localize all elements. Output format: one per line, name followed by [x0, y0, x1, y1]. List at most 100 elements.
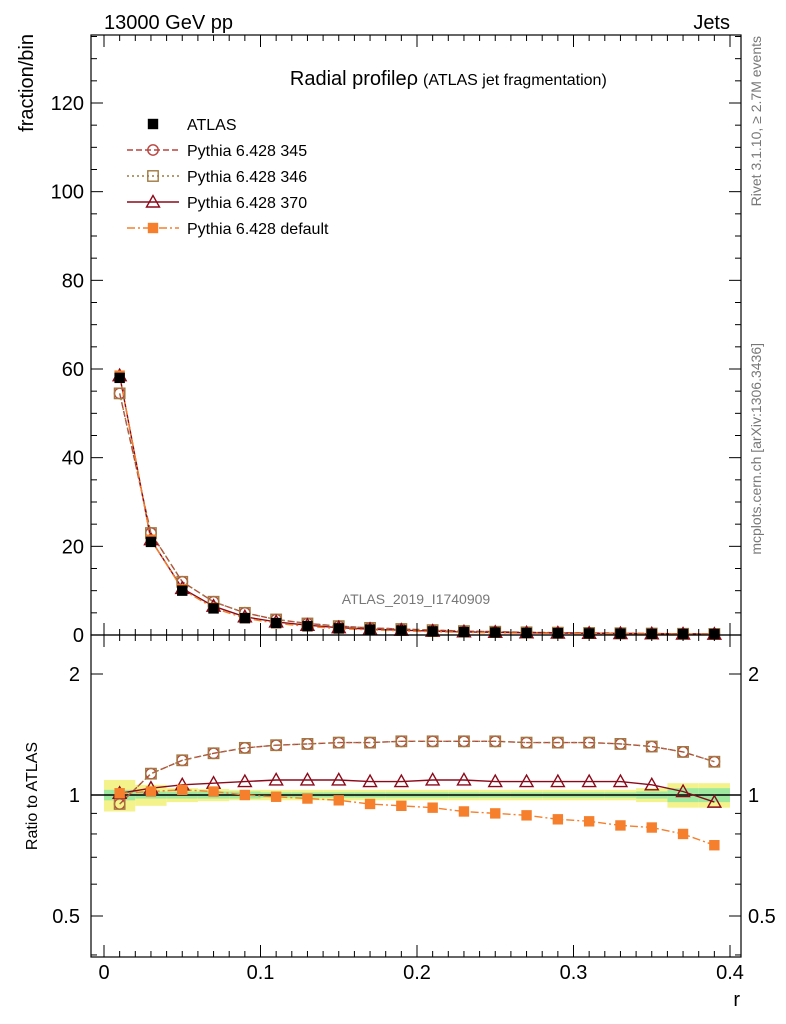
- chart-title-main: Radial profileρ: [290, 68, 418, 90]
- data-point-pythia-6-428-370: [362, 773, 378, 788]
- y-tick-label: 20: [62, 536, 84, 558]
- ratio-y-tick-label-right: 2: [748, 664, 759, 686]
- data-point-pythia-6-428-346: [677, 746, 689, 758]
- data-point-pythia-6-428-default: [239, 789, 251, 801]
- ratio-y-tick-label-right: 0.5: [748, 906, 776, 928]
- data-point-pythia-6-428-default: [458, 806, 470, 817]
- data-point-pythia-6-428-default: [709, 840, 720, 851]
- legend-marker-pythia-6-428-default: [147, 222, 159, 234]
- data-point-pythia-6-428-default: [583, 816, 595, 827]
- data-point-pythia-6-428-default: [646, 822, 657, 833]
- series-line-pythia-6-428-370: [119, 779, 715, 803]
- legend: ATLAS Pythia 6.428 345 Pythia 6.428 346 Pyt…: [127, 117, 329, 238]
- legend-marker-pythia-6-428-370: [145, 194, 161, 208]
- data-point-atlas: [302, 620, 313, 632]
- data-point-pythia-6-428-default: [490, 808, 501, 819]
- data-point-pythia-6-428-346: [458, 735, 470, 748]
- data-point-pythia-6-428-370: [268, 772, 284, 786]
- header-left: 13000 GeV pp: [104, 12, 233, 34]
- data-point-pythia-6-428-370: [706, 794, 723, 808]
- data-point-pythia-6-428-default: [208, 786, 219, 797]
- data-point-pythia-6-428-346: [238, 741, 251, 754]
- data-point-pythia-6-428-370: [299, 772, 316, 786]
- legend-label-pythia-6-428-default: Pythia 6.428 default: [187, 221, 329, 238]
- data-point-pythia-6-428-default: [396, 800, 407, 812]
- data-point-pythia-6-428-346: [614, 738, 627, 750]
- data-point-pythia-6-428-346: [176, 754, 189, 767]
- y-tick-label: 120: [51, 93, 84, 115]
- y-tick-label: 100: [51, 182, 84, 204]
- ratio-y-axis-label: Ratio to ATLAS: [24, 742, 41, 850]
- data-point-pythia-6-428-346: [708, 755, 721, 768]
- y-axis-label: fraction/bin: [16, 34, 38, 132]
- x-tick-label: 0: [98, 962, 109, 984]
- legend-marker-pythia-6-428-346: [147, 170, 159, 182]
- data-point-pythia-6-428-370: [456, 772, 472, 786]
- x-axis-label: r: [733, 989, 740, 1011]
- ratio-plot-axes: 0.5 0.5 1 1 2 2 0 0.1 0.2 0.3 0.4: [52, 635, 776, 984]
- ratio-plot-frame: [90, 634, 742, 958]
- data-point-pythia-6-428-346: [145, 767, 157, 780]
- ratio-y-tick-label-right: 1: [748, 785, 759, 807]
- ratio-plot-marks: [111, 735, 723, 851]
- data-point-pythia-6-428-346: [270, 739, 283, 752]
- main-plot-panel: 0 20 40 60 80 100 120 fraction/bin Radial prof…: [16, 34, 742, 647]
- data-point-pythia-6-428-346: [332, 736, 345, 749]
- data-point-atlas: [333, 623, 344, 634]
- mcplots-reference-text: mcplots.cern.ch [arXiv:1306.3436]: [748, 343, 764, 555]
- data-point-pythia-6-428-346: [364, 736, 376, 749]
- data-point-pythia-6-428-346: [489, 735, 502, 748]
- data-point-pythia-6-428-default: [615, 820, 626, 831]
- data-point-pythia-6-428-346: [426, 735, 439, 748]
- data-point-pythia-6-428-346: [551, 736, 564, 749]
- data-point-pythia-6-428-370: [487, 773, 503, 788]
- data-point-pythia-6-428-346: [113, 387, 126, 400]
- data-point-pythia-6-428-370: [424, 772, 441, 786]
- data-point-atlas: [239, 612, 251, 624]
- chart-title-sub: (ATLAS jet fragmentation): [423, 72, 607, 89]
- data-point-pythia-6-428-default: [521, 810, 532, 821]
- data-point-pythia-6-428-346: [520, 736, 533, 749]
- data-point-pythia-6-428-346: [395, 735, 408, 748]
- header-right: Jets: [693, 12, 730, 34]
- data-point-pythia-6-428-345: [145, 767, 157, 780]
- x-tick-label: 0.2: [403, 962, 431, 984]
- data-point-pythia-6-428-default: [552, 814, 564, 825]
- data-point-pythia-6-428-default: [302, 793, 313, 804]
- data-point-pythia-6-428-370: [331, 772, 347, 786]
- data-point-atlas: [177, 585, 188, 596]
- y-tick-label: 80: [62, 270, 84, 292]
- x-tick-label: 0.4: [716, 962, 744, 984]
- data-point-pythia-6-428-346: [583, 736, 596, 749]
- data-point-pythia-6-428-default: [145, 786, 157, 797]
- data-point-pythia-6-428-370: [393, 773, 410, 788]
- analysis-watermark: ATLAS_2019_I1740909: [342, 591, 491, 607]
- data-point-pythia-6-428-370: [675, 783, 691, 798]
- data-point-pythia-6-428-default: [364, 798, 376, 810]
- legend-label-pythia-6-428-346: Pythia 6.428 346: [187, 169, 307, 186]
- data-point-pythia-6-428-default: [427, 802, 438, 813]
- data-point-atlas: [270, 617, 282, 629]
- main-plot-axes: 0 20 40 60 80 100 120: [51, 35, 741, 647]
- data-point-pythia-6-428-370: [581, 773, 597, 788]
- data-point-atlas: [145, 536, 157, 548]
- legend-label-pythia-6-428-345: Pythia 6.428 345: [187, 143, 307, 160]
- legend-marker-atlas: [147, 118, 159, 130]
- data-point-pythia-6-428-346: [207, 747, 220, 760]
- data-point-pythia-6-428-370: [644, 776, 660, 791]
- data-point-pythia-6-428-default: [114, 788, 125, 799]
- legend-label-pythia-6-428-370: Pythia 6.428 370: [187, 195, 307, 212]
- ratio-y-tick-label: 2: [69, 664, 80, 686]
- data-point-pythia-6-428-346: [645, 740, 658, 753]
- ratio-plot-panel: 0.5 0.5 1 1 2 2 0 0.1 0.2 0.3 0.4 Ratio to ATLAS r: [24, 634, 776, 1011]
- data-point-atlas: [208, 603, 219, 614]
- rivet-version-text: Rivet 3.1.10, ≥ 2.7M events: [748, 36, 764, 206]
- legend-label-atlas: ATLAS: [187, 117, 237, 134]
- y-tick-label: 60: [62, 359, 84, 381]
- data-point-pythia-6-428-346: [301, 738, 314, 750]
- y-tick-label: 40: [62, 448, 84, 470]
- ratio-y-tick-label: 0.5: [52, 906, 80, 928]
- data-point-pythia-6-428-370: [518, 773, 535, 788]
- x-tick-label: 0.1: [247, 962, 275, 984]
